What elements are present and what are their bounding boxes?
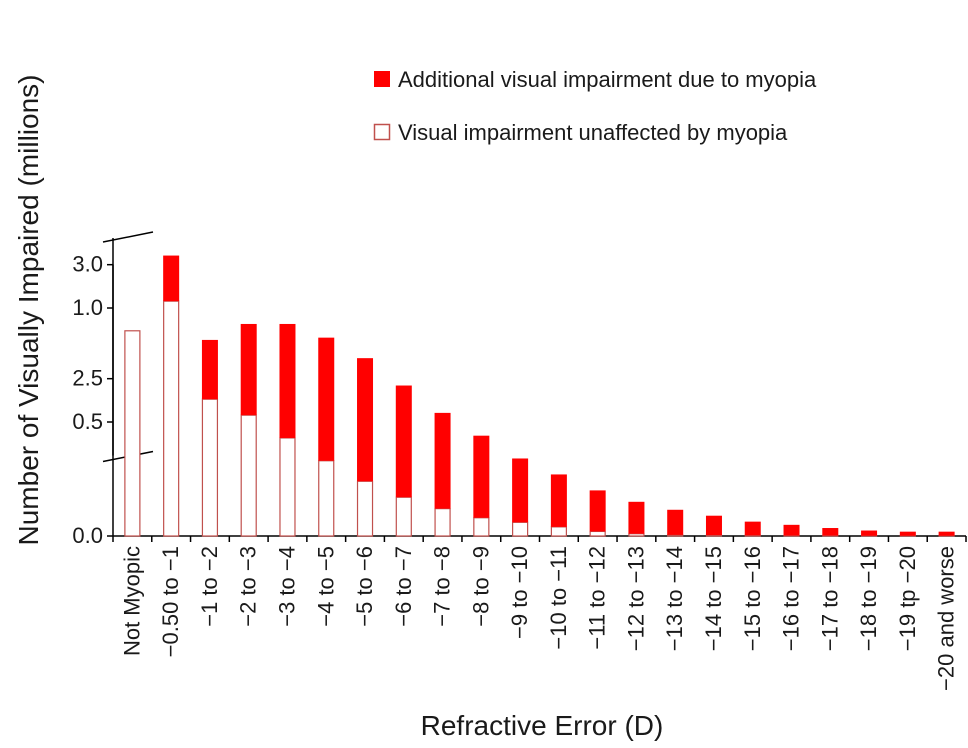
y-tick-label: 2.5: [72, 366, 103, 391]
bar-additional: [861, 530, 878, 536]
bar-additional: [163, 255, 180, 302]
bar-additional: [240, 323, 257, 416]
bar-additional: [434, 412, 451, 509]
bar-unaffected: [512, 521, 529, 537]
bar-unaffected: [667, 534, 684, 537]
legend: Additional visual impairment due to myop…: [373, 67, 817, 145]
bar-additional: [550, 474, 567, 527]
x-tick-label: −19 tp −20: [895, 546, 920, 651]
x-axis-title: Refractive Error (D): [421, 710, 664, 741]
x-tick-label: −0.50 to −1: [158, 546, 183, 657]
legend-swatch-unaffected: [373, 123, 391, 141]
bar-additional: [628, 501, 645, 534]
x-tick-label: −1 to −2: [197, 546, 222, 627]
y-tick-label: 0.5: [72, 409, 103, 434]
bar-additional: [822, 528, 839, 536]
bar-unaffected: [628, 533, 645, 537]
bar-additional: [473, 435, 490, 518]
bar-additional: [938, 531, 955, 536]
x-tick-label: −11 to −12: [585, 546, 610, 650]
bar-unaffected: [318, 460, 335, 537]
x-tick-label: −18 to −19: [856, 546, 881, 651]
bar-unaffected: [356, 480, 374, 537]
bars-layer: [124, 255, 955, 537]
x-tick-label: −5 to −6: [352, 546, 377, 627]
bar-additional: [357, 358, 374, 482]
bar-unaffected: [201, 398, 219, 537]
bar-unaffected: [279, 437, 296, 537]
legend-label-unaffected: Visual impairment unaffected by myopia: [398, 120, 788, 145]
x-tick-label: −4 to −5: [313, 546, 338, 627]
bar-additional: [705, 515, 722, 536]
axis-break-mark-lower: [102, 231, 154, 243]
legend-swatch-additional: [374, 71, 390, 87]
bar-unaffected: [550, 526, 567, 537]
bar-additional: [589, 490, 606, 532]
bar-unaffected: [395, 496, 412, 537]
bar-additional: [783, 524, 800, 536]
x-tick-label: −13 to −14: [662, 546, 687, 651]
y-tick-label: 0.0: [72, 523, 103, 548]
bar-additional: [395, 385, 412, 498]
x-tick-label: −15 to −16: [740, 546, 765, 651]
bar-unaffected: [744, 534, 761, 537]
x-tick-label: −20 and worse: [934, 546, 959, 691]
x-tick-label: −16 to −17: [779, 546, 804, 651]
bar-unaffected: [434, 508, 451, 537]
x-tick-label: −10 to −11: [546, 546, 571, 650]
bar-unaffected: [589, 530, 606, 537]
x-tick-label: −8 to −9: [468, 546, 493, 627]
x-tick-label: −7 to −8: [430, 546, 455, 627]
x-tick-label: −3 to −4: [274, 546, 299, 627]
x-tick-label: −2 to −3: [236, 546, 261, 627]
bar-unaffected: [240, 414, 257, 537]
y-axis-title: Number of Visually Impaired (millions): [13, 75, 44, 546]
bar-additional: [318, 337, 335, 461]
legend-label-additional: Additional visual impairment due to myop…: [398, 67, 817, 92]
bar-additional: [512, 458, 529, 523]
bar-unaffected: [124, 330, 141, 537]
x-tick-label: −6 to −7: [391, 546, 416, 627]
x-tick-label: −17 to −18: [817, 546, 842, 651]
bar-additional: [899, 531, 916, 536]
bar-unaffected: [163, 300, 180, 537]
bar-additional: [667, 509, 684, 535]
bar-additional: [744, 521, 761, 536]
y-tick-label: 1.0: [72, 295, 103, 320]
x-tick-label: −9 to −10: [507, 546, 532, 639]
axes-layer: [102, 231, 967, 542]
bar-additional: [201, 339, 218, 400]
y-tick-label: 3.0: [72, 252, 103, 277]
x-tick-label: −14 to −15: [701, 546, 726, 651]
bar-additional: [279, 323, 296, 438]
x-tick-label: −12 to −13: [623, 546, 648, 651]
x-tick-label: Not Myopic: [119, 546, 144, 656]
bar-unaffected: [705, 534, 723, 537]
bar-unaffected: [473, 517, 490, 537]
tick-labels-layer: 0.0 0.5 1.0 2.5 3.0 Not Myopic −0.50 to −1 −1 t…: [72, 252, 958, 691]
